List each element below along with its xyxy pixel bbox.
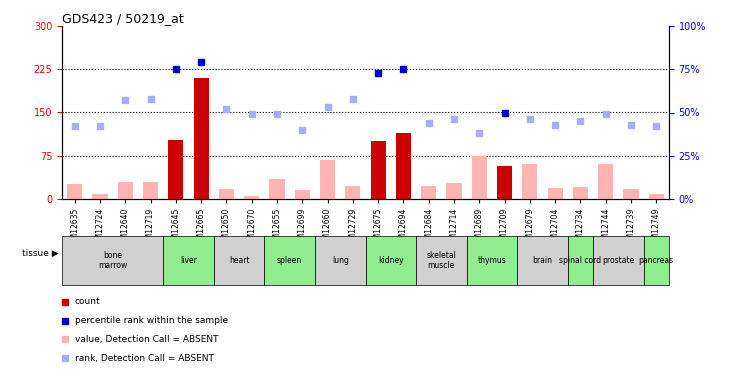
Bar xyxy=(522,164,537,199)
Bar xyxy=(118,182,133,199)
Text: pancreas: pancreas xyxy=(639,256,674,265)
Text: spinal cord: spinal cord xyxy=(559,256,602,265)
Bar xyxy=(270,178,284,199)
Bar xyxy=(92,194,107,199)
Bar xyxy=(598,164,613,199)
Bar xyxy=(366,236,416,285)
Bar xyxy=(244,196,260,199)
Bar xyxy=(416,236,466,285)
Text: brain: brain xyxy=(532,256,553,265)
Text: count: count xyxy=(75,297,101,306)
Bar xyxy=(466,236,518,285)
Bar xyxy=(471,156,487,199)
Bar xyxy=(163,236,213,285)
Bar xyxy=(421,186,436,199)
Text: tissue ▶: tissue ▶ xyxy=(22,249,58,258)
Bar xyxy=(548,188,563,199)
Text: liver: liver xyxy=(180,256,197,265)
Bar xyxy=(62,236,163,285)
Text: thymus: thymus xyxy=(477,256,507,265)
Text: rank, Detection Call = ABSENT: rank, Detection Call = ABSENT xyxy=(75,354,213,363)
Bar xyxy=(643,236,669,285)
Bar xyxy=(573,187,588,199)
Bar xyxy=(371,141,386,199)
Bar xyxy=(295,190,310,199)
Bar xyxy=(447,183,461,199)
Text: percentile rank within the sample: percentile rank within the sample xyxy=(75,316,228,325)
Bar xyxy=(395,133,411,199)
Bar xyxy=(568,236,593,285)
Bar xyxy=(345,186,360,199)
Bar xyxy=(497,166,512,199)
Bar xyxy=(143,182,158,199)
Bar xyxy=(648,194,664,199)
Bar xyxy=(593,236,643,285)
Text: value, Detection Call = ABSENT: value, Detection Call = ABSENT xyxy=(75,335,219,344)
Text: lung: lung xyxy=(332,256,349,265)
Bar xyxy=(67,184,83,199)
Bar xyxy=(265,236,315,285)
Bar xyxy=(320,160,335,199)
Text: kidney: kidney xyxy=(378,256,404,265)
Text: bone
marrow: bone marrow xyxy=(98,251,127,270)
Bar xyxy=(315,236,366,285)
Bar xyxy=(518,236,568,285)
Text: prostate: prostate xyxy=(602,256,635,265)
Text: spleen: spleen xyxy=(277,256,303,265)
Bar xyxy=(194,78,209,199)
Bar xyxy=(213,236,265,285)
Bar xyxy=(624,189,638,199)
Text: heart: heart xyxy=(229,256,249,265)
Text: GDS423 / 50219_at: GDS423 / 50219_at xyxy=(62,12,184,25)
Bar xyxy=(168,140,183,199)
Bar xyxy=(219,189,234,199)
Text: skeletal
muscle: skeletal muscle xyxy=(426,251,456,270)
